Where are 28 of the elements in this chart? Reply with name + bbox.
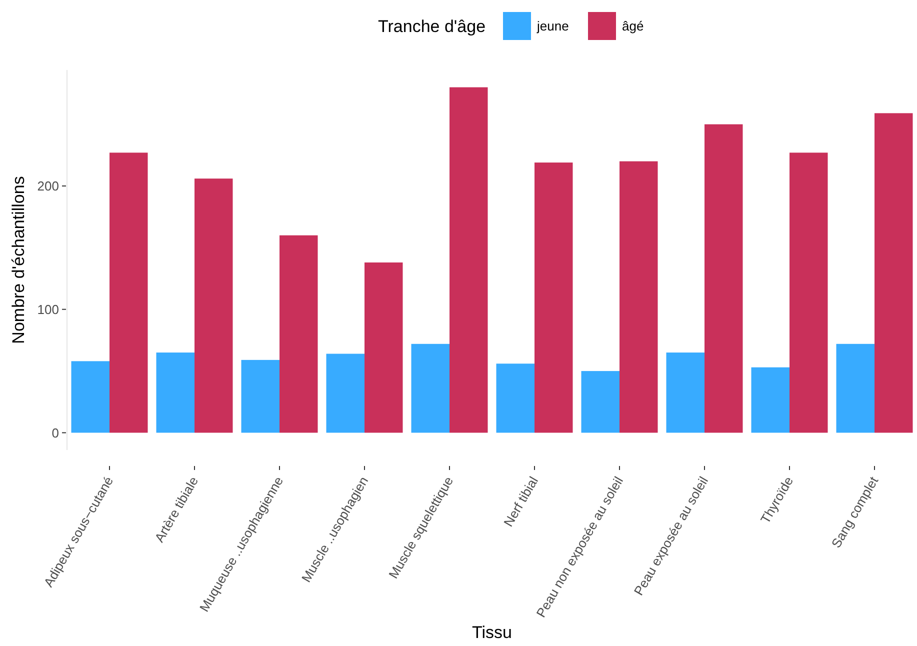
bar (874, 113, 913, 433)
bar (704, 124, 743, 433)
bar (450, 87, 488, 433)
legend-title: Tranche d'âge (378, 16, 486, 36)
x-axis-title: Tissu (472, 623, 512, 642)
bar (71, 361, 110, 433)
bar (241, 360, 280, 433)
bar (836, 344, 874, 433)
bar (280, 235, 318, 433)
y-tick-label: 0 (52, 425, 59, 440)
bar (156, 352, 194, 433)
bar (194, 178, 233, 433)
y-axis-title: Nombre d'échantillons (9, 176, 28, 344)
bar (534, 162, 573, 433)
bar (620, 161, 658, 433)
bar (790, 152, 828, 433)
bar (496, 364, 534, 433)
bar (110, 152, 148, 433)
bar (581, 371, 620, 433)
bar (751, 367, 790, 433)
y-tick-label: 200 (37, 178, 59, 194)
y-tick-label: 100 (37, 302, 59, 317)
legend-label: âgé (622, 18, 644, 34)
bar (411, 344, 450, 433)
bar (666, 352, 704, 433)
bar (326, 354, 364, 433)
bar (364, 262, 403, 433)
legend-label: jeune (536, 18, 569, 34)
